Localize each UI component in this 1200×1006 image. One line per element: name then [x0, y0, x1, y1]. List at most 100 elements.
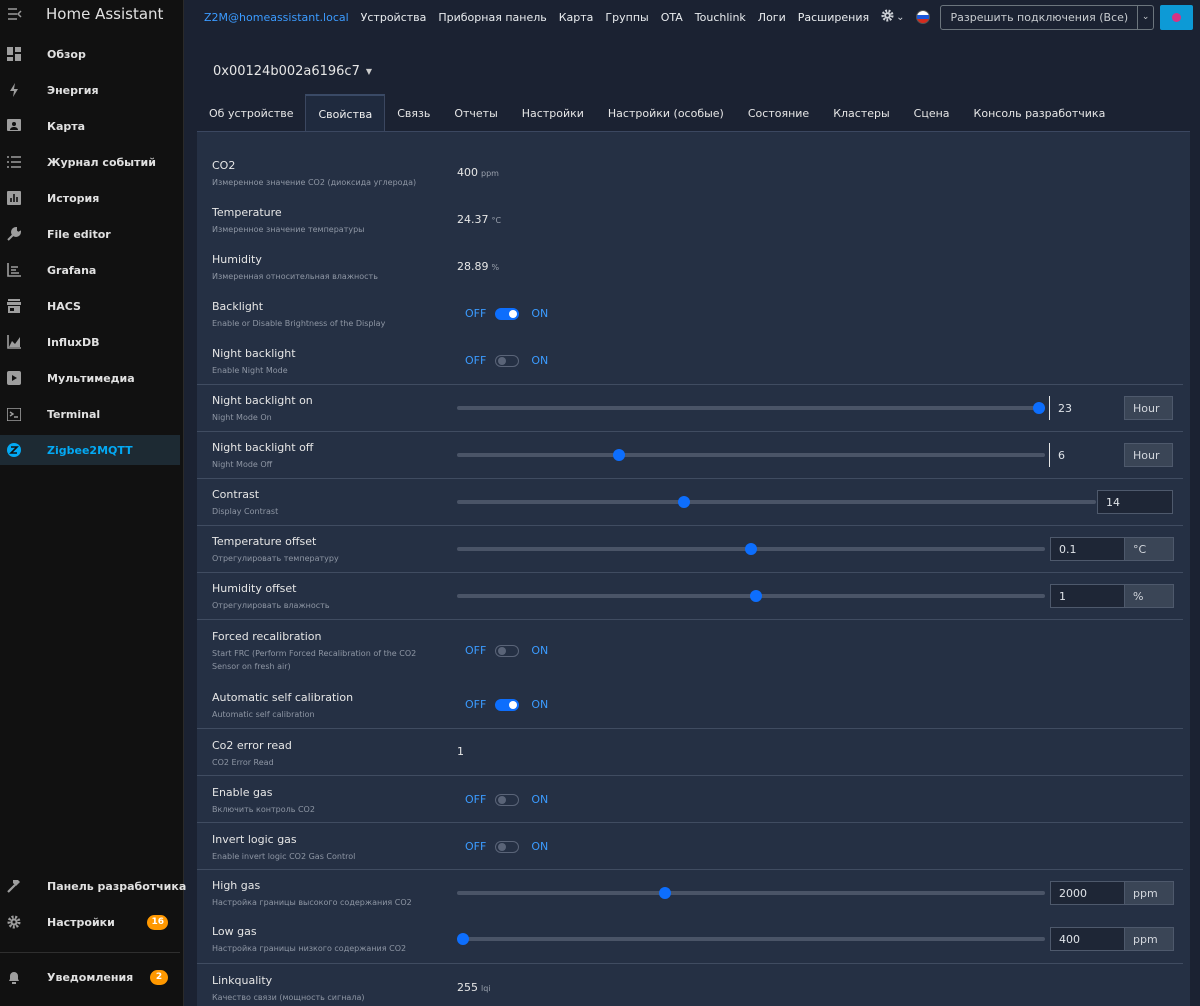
nav-link-map[interactable]: Карта [558, 10, 594, 24]
property-name: High gas [212, 879, 261, 892]
toggle-switch[interactable] [495, 698, 520, 711]
number-input-group: 23 [1050, 396, 1120, 420]
property-row-humidity: Humidity Измеренная относительная влажно… [197, 246, 1183, 286]
automatic-self-calibration-toggle: OFF ON [465, 698, 548, 711]
device-title: 0x00124b002a6196c7 [213, 64, 360, 79]
sidebar-item-map[interactable]: Карта [0, 111, 180, 141]
tab-settings[interactable]: Настройки [521, 106, 584, 120]
sidebar-item-energy[interactable]: Энергия [0, 75, 180, 105]
sidebar-item-history[interactable]: История [0, 183, 180, 213]
number-input[interactable]: 14 [1097, 490, 1173, 514]
number-input[interactable]: 1 [1050, 584, 1125, 608]
toggle-off-label[interactable]: OFF [465, 840, 487, 853]
sidebar-item-developer-tools[interactable]: Панель разработчика [0, 871, 186, 901]
sidebar-item-logbook[interactable]: Журнал событий [0, 147, 180, 177]
high-gas-slider[interactable] [457, 887, 1045, 899]
number-input[interactable]: 400 [1050, 927, 1125, 951]
menu-collapse-icon[interactable] [0, 0, 30, 28]
toggle-knob [498, 356, 507, 365]
nav-link-touchlink[interactable]: Touchlink [694, 10, 746, 24]
toggle-off-label[interactable]: OFF [465, 307, 487, 320]
toggle-off-label[interactable]: OFF [465, 698, 487, 711]
toggle-off-label[interactable]: OFF [465, 644, 487, 657]
tab-state[interactable]: Состояние [747, 106, 810, 120]
tab-exposes[interactable]: Свойства [305, 94, 386, 132]
nav-link-groups[interactable]: Группы [605, 10, 649, 24]
nav-link-ota[interactable]: OTA [660, 10, 683, 24]
toggle-off-label[interactable]: OFF [465, 354, 487, 367]
toggle-switch[interactable] [495, 307, 520, 320]
tab-bind[interactable]: Связь [397, 106, 431, 120]
tab-about[interactable]: Об устройстве [209, 106, 294, 120]
number-input-group: 0.1 °C [1050, 537, 1174, 561]
slider-thumb[interactable] [457, 933, 469, 945]
low-gas-slider[interactable] [457, 933, 1045, 945]
toggle-on-label[interactable]: ON [531, 307, 549, 320]
nav-link-logs[interactable]: Логи [757, 10, 786, 24]
night-backlight-off-slider[interactable] [457, 449, 1045, 461]
humidity-offset-slider[interactable] [457, 590, 1045, 602]
night-backlight-on-slider[interactable] [457, 402, 1045, 414]
sidebar-item-label: Zigbee2MQTT [47, 443, 133, 457]
toggle-on-label[interactable]: ON [531, 840, 549, 853]
sidebar-item-label: Карта [47, 119, 86, 133]
number-input[interactable]: 2000 [1050, 881, 1125, 905]
sidebar-item-terminal[interactable]: Terminal [0, 399, 180, 429]
backlight-toggle: OFF ON [465, 307, 548, 320]
input-unit: °C [1125, 537, 1174, 561]
number-input[interactable]: 23 [1058, 401, 1072, 415]
nav-link-devices[interactable]: Устройства [360, 10, 427, 24]
slider-thumb[interactable] [658, 887, 671, 899]
toggle-switch[interactable] [495, 354, 520, 367]
chevron-down-icon: ⌄ [1141, 12, 1150, 22]
language-flag-icon[interactable] [916, 10, 931, 24]
nav-link-extensions[interactable]: Расширения [797, 10, 870, 24]
tab-dev-console[interactable]: Консоль разработчика [973, 106, 1106, 120]
nav-link-dashboard[interactable]: Приборная панель [438, 10, 547, 24]
sidebar-item-hacs[interactable]: HACS [0, 291, 180, 321]
sidebar-item-file-editor[interactable]: File editor [0, 219, 180, 249]
brand-link[interactable]: Z2M@homeassistant.local [204, 10, 349, 24]
permit-join-button[interactable]: Разрешить подключения (Все) [941, 5, 1139, 29]
toggle-on-label[interactable]: ON [531, 793, 549, 806]
property-description: Измеренное значение CO2 (диоксида углеро… [212, 178, 417, 187]
permit-join-dropdown[interactable]: ⌄ [1138, 6, 1153, 29]
temperature-offset-slider[interactable] [457, 543, 1045, 555]
tab-reporting[interactable]: Отчеты [454, 106, 498, 120]
toggle-switch[interactable] [495, 793, 520, 806]
sidebar-item-label: InfluxDB [47, 335, 100, 349]
device-selector[interactable]: 0x00124b002a6196c7 ▼ [213, 64, 372, 79]
toggle-on-label[interactable]: ON [531, 354, 549, 367]
sidebar-item-media[interactable]: Мультимедиа [0, 363, 180, 393]
sidebar-item-influxdb[interactable]: InfluxDB [0, 327, 180, 357]
input-divider [1049, 443, 1050, 467]
property-row-high-gas: High gas Настройка границы высокого соде… [197, 869, 1183, 916]
tab-settings-specific[interactable]: Настройки (особые) [607, 106, 724, 120]
slider-thumb[interactable] [745, 543, 757, 555]
toggle-off-label[interactable]: OFF [465, 793, 487, 806]
settings-dropdown[interactable]: ⌄ [881, 9, 904, 25]
sidebar-item-notifications[interactable]: Уведомления 2 [0, 962, 180, 992]
sidebar-item-overview[interactable]: Обзор [0, 39, 180, 69]
toggle-on-label[interactable]: ON [531, 644, 549, 657]
sidebar-item-grafana[interactable]: Grafana [0, 255, 180, 285]
sidebar-item-settings[interactable]: Настройки 16 [0, 907, 180, 937]
slider-thumb[interactable] [749, 590, 762, 602]
sidebar-header: Home Assistant [0, 0, 183, 28]
bell-icon [0, 962, 28, 992]
tab-clusters[interactable]: Кластеры [833, 106, 890, 120]
slider-thumb[interactable] [678, 496, 691, 508]
toggle-switch[interactable] [495, 644, 520, 657]
number-input[interactable]: 6 [1058, 448, 1065, 462]
slider-thumb[interactable] [1033, 402, 1045, 414]
sidebar-item-zigbee2mqtt[interactable]: Zigbee2MQTT [0, 435, 180, 465]
tab-scene[interactable]: Сцена [913, 106, 950, 120]
slider-thumb[interactable] [612, 449, 625, 461]
contrast-slider[interactable] [457, 496, 1096, 508]
property-row-co2: CO2 Измеренное значение CO2 (диоксида уг… [197, 152, 1183, 192]
sidebar-item-label: Terminal [47, 407, 101, 421]
permit-join-timer-button[interactable] [1160, 4, 1194, 30]
number-input[interactable]: 0.1 [1050, 537, 1125, 561]
toggle-on-label[interactable]: ON [531, 698, 549, 711]
toggle-switch[interactable] [495, 840, 520, 853]
